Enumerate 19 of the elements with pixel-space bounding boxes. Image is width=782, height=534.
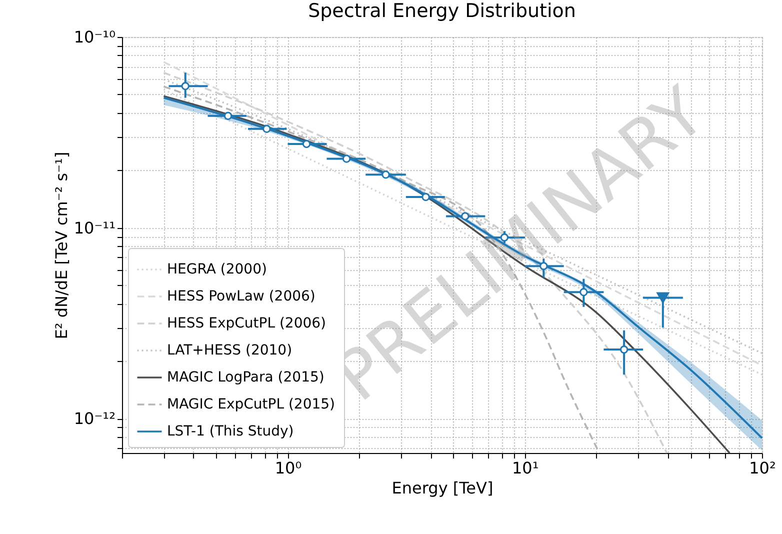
legend-label: HEGRA (2000) [167,262,267,278]
y-tick-label: 10⁻¹⁰ [74,28,116,46]
y-tick-label: 10⁻¹¹ [74,218,116,238]
legend-label: LST-1 (This Study) [167,424,294,440]
legend-label: MAGIC LogPara (2015) [167,370,324,386]
y-axis-title: E² dN/dE [TeV cm⁻² s⁻¹] [52,152,71,340]
y-tick-label: 10⁻¹² [74,409,116,428]
x-tick-label: 10⁰ [274,458,302,478]
x-axis-title: Energy [TeV] [392,478,494,498]
point [262,124,271,133]
x-tick-label: 10¹ [512,458,539,478]
legend-label: HESS PowLaw (2006) [167,288,316,304]
legend-label: HESS ExpCutPL (2006) [167,316,326,332]
point [224,112,232,120]
legend-label: MAGIC ExpCutPL (2015) [167,396,336,412]
x-tick-label: 10² [749,458,776,478]
chart-title: Spectral Energy Distribution [308,0,576,22]
legend-label: LAT+HESS (2010) [167,342,292,358]
point [302,140,311,148]
